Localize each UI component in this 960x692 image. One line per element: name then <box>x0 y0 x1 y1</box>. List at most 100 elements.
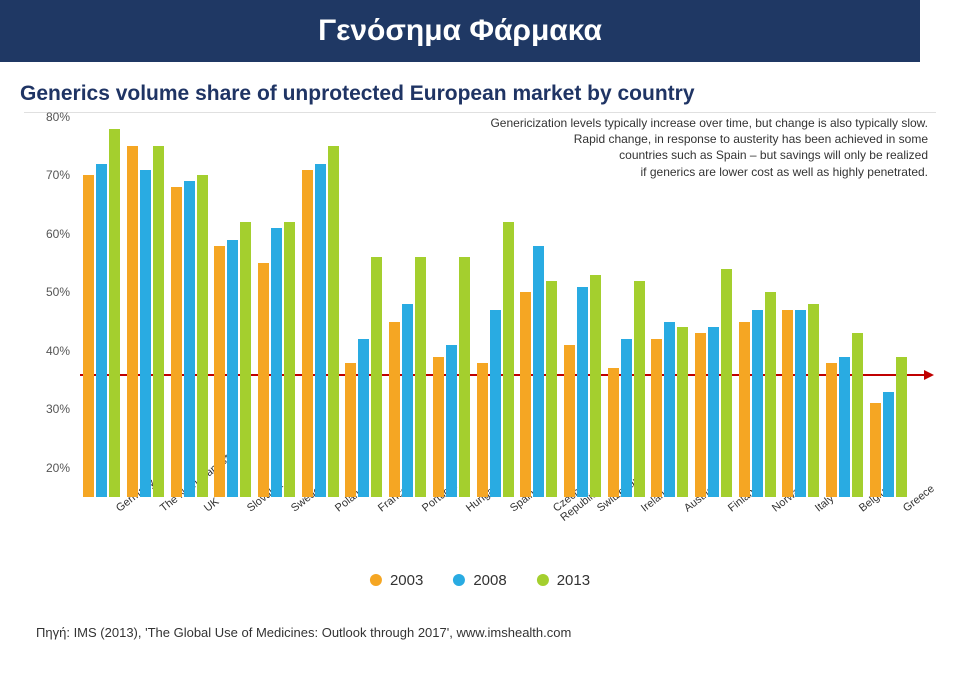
bar <box>546 281 557 497</box>
y-tick-label: 30% <box>46 402 70 416</box>
bar <box>433 357 444 497</box>
bar-group <box>258 222 295 497</box>
bar <box>184 181 195 497</box>
bar-group <box>739 292 776 497</box>
bar <box>140 170 151 497</box>
bar <box>477 363 488 497</box>
page-title: Γενόσημα Φάρμακα <box>0 0 920 62</box>
plot-area: GermanyThe Netherlands*UKSlovakiaSwedenP… <box>80 117 928 497</box>
y-axis: 20%30%40%50%60%70%80% <box>24 117 74 497</box>
bar <box>153 146 164 497</box>
bar-group <box>345 257 382 497</box>
bar <box>520 292 531 497</box>
bar <box>358 339 369 497</box>
bar <box>127 146 138 497</box>
bar-group <box>477 222 514 497</box>
bar <box>258 263 269 497</box>
bar-group <box>564 275 601 497</box>
chart-container: Genericization levels typically increase… <box>24 112 936 577</box>
bar <box>345 363 356 497</box>
bar <box>459 257 470 497</box>
bar <box>490 310 501 497</box>
bar-group <box>83 129 120 497</box>
legend-item: 2008 <box>453 572 506 589</box>
bar <box>389 322 400 497</box>
legend-item: 2003 <box>370 572 423 589</box>
bar <box>402 304 413 497</box>
bar <box>621 339 632 497</box>
bar-group <box>127 146 164 497</box>
bar-group <box>870 357 907 497</box>
y-tick-label: 40% <box>46 344 70 358</box>
bar <box>227 240 238 497</box>
chart-legend: 2003 2008 2013 <box>370 572 590 589</box>
bar <box>634 281 645 497</box>
bar <box>739 322 750 497</box>
bar <box>109 129 120 497</box>
bar <box>795 310 806 497</box>
legend-dot <box>537 574 549 586</box>
y-tick-label: 70% <box>46 168 70 182</box>
y-tick-label: 60% <box>46 227 70 241</box>
y-tick-label: 50% <box>46 285 70 299</box>
bar <box>765 292 776 497</box>
bar <box>564 345 575 497</box>
legend-dot <box>453 574 465 586</box>
bar <box>371 257 382 497</box>
bar <box>446 345 457 497</box>
bar <box>883 392 894 497</box>
legend-item: 2013 <box>537 572 590 589</box>
bar <box>808 304 819 497</box>
y-tick-label: 80% <box>46 110 70 124</box>
bar-group <box>171 175 208 497</box>
chart-subtitle: Generics volume share of unprotected Eur… <box>20 82 960 106</box>
bar <box>171 187 182 497</box>
bar-group <box>389 257 426 497</box>
legend-dot <box>370 574 382 586</box>
bar <box>826 363 837 497</box>
bar <box>214 246 225 497</box>
bar-group <box>826 333 863 497</box>
bar <box>651 339 662 497</box>
bar <box>608 368 619 497</box>
bar <box>415 257 426 497</box>
bar <box>839 357 850 497</box>
legend-label: 2003 <box>390 572 423 589</box>
bar-group <box>433 257 470 497</box>
bar <box>83 175 94 497</box>
bar-group <box>782 304 819 497</box>
bar <box>870 403 881 497</box>
bar <box>197 175 208 497</box>
bar-group <box>214 222 251 497</box>
bar <box>302 170 313 497</box>
footer-source: Πηγή: IMS (2013), 'The Global Use of Med… <box>36 625 960 640</box>
legend-label: 2008 <box>473 572 506 589</box>
bar <box>782 310 793 497</box>
bar <box>503 222 514 497</box>
bar <box>708 327 719 497</box>
bar <box>664 322 675 497</box>
bar <box>752 310 763 497</box>
x-tick-label: UK <box>202 496 221 515</box>
bar <box>577 287 588 497</box>
bar <box>240 222 251 497</box>
bar <box>695 333 706 497</box>
bar-group <box>302 146 339 497</box>
bar <box>271 228 282 497</box>
bar <box>533 246 544 497</box>
bar <box>590 275 601 497</box>
bar-group <box>520 246 557 497</box>
bar-group <box>651 322 688 497</box>
bar <box>284 222 295 497</box>
bar <box>96 164 107 497</box>
bar <box>896 357 907 497</box>
y-tick-label: 20% <box>46 461 70 475</box>
bar <box>328 146 339 497</box>
bar <box>315 164 326 497</box>
bar <box>721 269 732 497</box>
bar <box>852 333 863 497</box>
legend-label: 2013 <box>557 572 590 589</box>
bar-group <box>695 269 732 497</box>
bar <box>677 327 688 497</box>
bar-group <box>608 281 645 497</box>
